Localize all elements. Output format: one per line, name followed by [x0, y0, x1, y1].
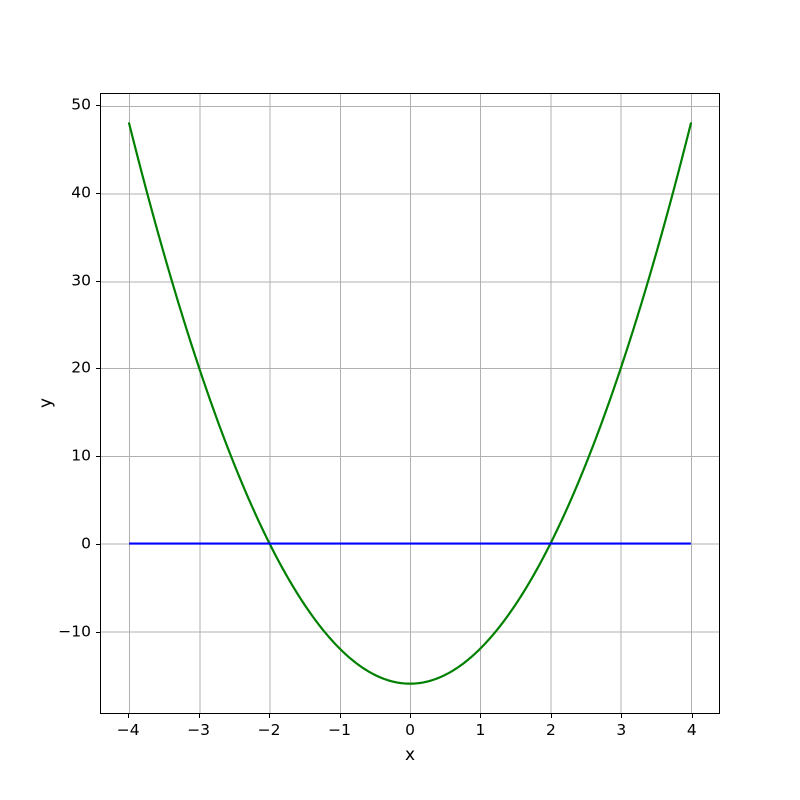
data-layer: [127, 122, 693, 685]
y-tick-label: 20: [71, 358, 91, 377]
y-tick-mark: [96, 105, 100, 106]
y-tick-label: 0: [81, 534, 91, 553]
x-tick-mark: [128, 714, 129, 718]
y-tick-mark: [96, 368, 100, 369]
x-axis-label: x: [404, 745, 416, 765]
x-tick-mark: [340, 714, 341, 718]
y-axis-label: y: [36, 397, 56, 409]
x-tick-label: −1: [328, 721, 351, 739]
y-tick-label: 10: [71, 446, 91, 465]
x-tick-label: 1: [475, 721, 486, 739]
x-tick-label: −2: [257, 721, 281, 739]
y-tick-label: −10: [58, 622, 91, 641]
x-tick-label: 0: [405, 721, 415, 739]
y-tick-mark: [96, 281, 100, 282]
y-tick-mark: [96, 456, 100, 457]
x-tick-label: 3: [616, 721, 627, 739]
x-tick-mark: [269, 714, 270, 718]
x-tick-label: −3: [187, 721, 211, 739]
y-tick-mark: [96, 193, 100, 194]
y-tick-mark: [96, 544, 100, 545]
x-tick-label: −4: [116, 721, 140, 739]
y-tick-mark: [96, 632, 100, 633]
plot-area: [100, 93, 720, 714]
y-tick-label: 40: [71, 182, 91, 201]
x-tick-mark: [621, 714, 622, 718]
y-tick-label: 30: [71, 270, 91, 289]
x-tick-mark: [551, 714, 552, 718]
x-tick-mark: [410, 714, 411, 718]
x-tick-label: 2: [545, 721, 556, 739]
y-tick-label: 50: [71, 95, 91, 114]
x-tick-mark: [199, 714, 200, 718]
x-tick-mark: [692, 714, 693, 718]
line-series-parabola: [127, 122, 693, 685]
x-tick-mark: [480, 714, 481, 718]
x-tick-label: 4: [686, 721, 697, 739]
